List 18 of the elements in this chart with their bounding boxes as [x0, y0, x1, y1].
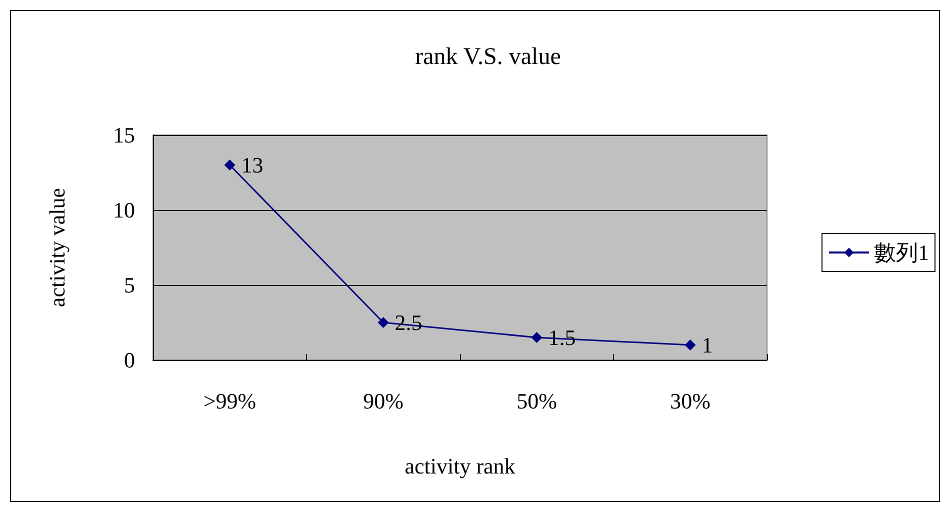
point	[531, 332, 542, 343]
legend-label: 數列1	[874, 240, 929, 265]
x-tick-label: 90%	[363, 388, 404, 414]
data-label: 1	[702, 332, 713, 358]
y-tick-label: 0	[124, 348, 135, 372]
x-tick-label: >99%	[203, 388, 256, 414]
y-tick-label: 15	[113, 122, 135, 148]
data-label: 13	[241, 152, 264, 178]
x-axis-title: activity rank	[404, 454, 516, 478]
x-tick-label: 30%	[670, 388, 710, 414]
y-tick-label: 5	[124, 272, 135, 298]
y-tick-label: 10	[113, 198, 135, 222]
x-tick-label: 50%	[516, 388, 557, 414]
chart-title: rank V.S. value	[415, 44, 561, 70]
point	[684, 340, 696, 350]
point	[378, 317, 389, 328]
point	[224, 160, 236, 170]
y-axis-title: activity value	[44, 188, 70, 308]
